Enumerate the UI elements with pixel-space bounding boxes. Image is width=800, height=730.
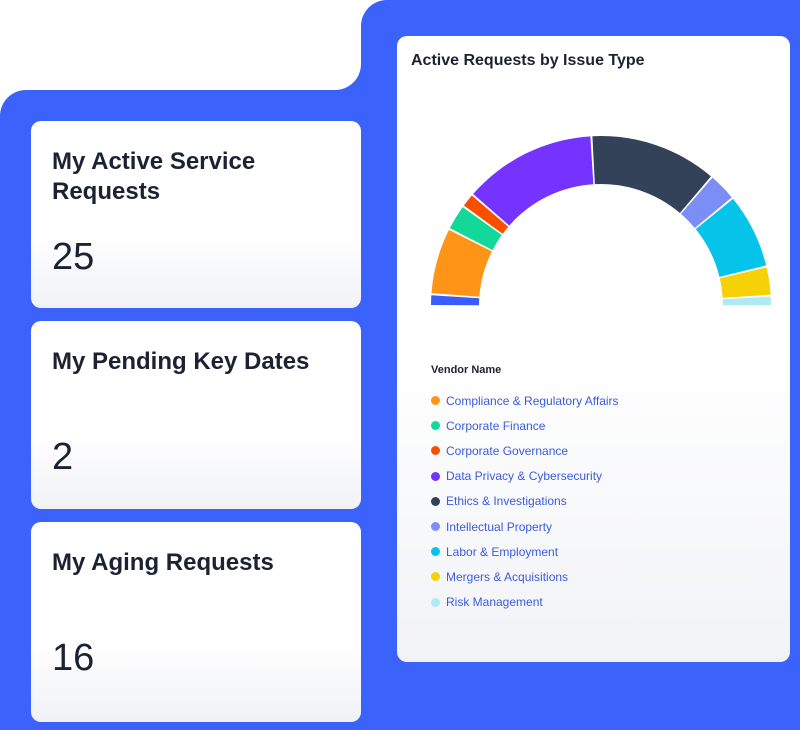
chart-segment[interactable] [431, 295, 480, 306]
legend-dot-icon [431, 496, 440, 506]
legend-dot-icon [431, 421, 440, 431]
legend-item[interactable]: Labor & Employment [431, 539, 619, 564]
card-title: My Active Service Requests [52, 148, 256, 205]
pending-key-dates-card[interactable]: My Pending Key Dates 2 [31, 321, 361, 509]
card-title: My Aging Requests [52, 549, 274, 576]
issue-type-chart-panel: Active Requests by Issue Type Vendor Nam… [397, 36, 790, 662]
legend-label: Labor & Employment [446, 544, 559, 559]
card-value: 25 [52, 236, 95, 278]
legend-item[interactable]: Corporate Governance [431, 438, 619, 463]
legend-dot-icon [431, 446, 440, 456]
legend-item[interactable]: Data Privacy & Cybersecurity [431, 464, 619, 489]
legend-dot-icon [431, 471, 440, 481]
chart-segment[interactable] [463, 195, 509, 234]
legend-item[interactable]: Intellectual Property [431, 514, 619, 539]
legend-item[interactable]: Risk Management [431, 590, 619, 615]
legend-item[interactable]: Compliance & Regulatory Affairs [431, 388, 619, 413]
background-notch [335, 64, 361, 90]
legend-item[interactable]: Ethics & Investigations [431, 489, 619, 514]
chart-segment[interactable] [473, 136, 594, 226]
chart-segment[interactable] [681, 177, 732, 229]
chart-segment[interactable] [722, 296, 771, 306]
chart-segment[interactable] [431, 229, 492, 297]
legend-label: Corporate Governance [446, 443, 569, 458]
legend-item[interactable]: Corporate Finance [431, 413, 619, 438]
active-service-requests-card[interactable]: My Active Service Requests 25 [31, 121, 361, 308]
legend-label: Data Privacy & Cybersecurity [446, 469, 603, 484]
legend-dot-icon [431, 597, 440, 607]
legend-dot-icon [431, 572, 440, 582]
legend-dot-icon [431, 396, 440, 406]
semi-donut-chart [431, 136, 771, 306]
legend-dot-icon [431, 547, 440, 557]
legend-label: Ethics & Investigations [446, 494, 567, 509]
legend-label: Corporate Finance [446, 418, 546, 433]
legend-item[interactable]: Mergers & Acquisitions [431, 564, 619, 589]
chart-legend: Vendor Name Compliance & Regulatory Affa… [431, 364, 619, 615]
chart-title: Active Requests by Issue Type [411, 52, 645, 69]
legend-dot-icon [431, 522, 440, 532]
card-title: My Pending Key Dates [52, 348, 310, 375]
legend-label: Risk Management [446, 595, 543, 610]
chart-segment[interactable] [592, 136, 711, 213]
chart-segment[interactable] [719, 267, 771, 298]
legend-label: Compliance & Regulatory Affairs [446, 393, 619, 408]
legend-label: Mergers & Acquisitions [446, 569, 569, 584]
legend-label: Intellectual Property [446, 519, 553, 534]
chart-segment[interactable] [449, 207, 502, 251]
aging-requests-card[interactable]: My Aging Requests 16 [31, 522, 361, 722]
chart-segment[interactable] [695, 198, 767, 277]
card-value: 2 [52, 436, 74, 478]
legend-title: Vendor Name [431, 364, 502, 376]
card-value: 16 [52, 637, 95, 679]
